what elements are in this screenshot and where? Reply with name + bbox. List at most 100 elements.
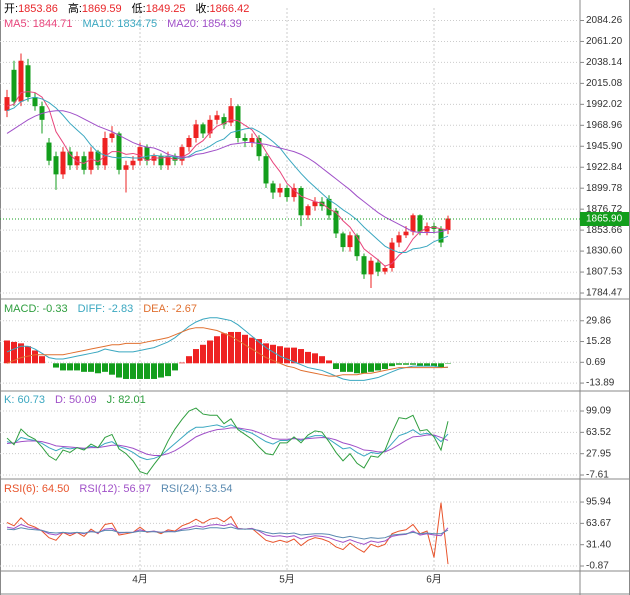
macd-bar xyxy=(165,363,171,377)
candle-body xyxy=(88,151,94,170)
candle-body xyxy=(368,260,374,275)
y-tick-label: 2061.20 xyxy=(586,36,623,47)
candle-body xyxy=(298,188,304,216)
y-tick-label: 99.09 xyxy=(586,406,611,417)
macd-bar xyxy=(326,360,332,364)
line xyxy=(6,96,449,254)
ohlc-value: 1853.86 xyxy=(18,3,58,15)
macd-bar xyxy=(158,363,164,378)
macd-bar xyxy=(144,363,150,379)
macd-bar xyxy=(263,343,269,364)
candle-body xyxy=(193,124,199,138)
macd-bar xyxy=(298,349,304,364)
ohlc-header: 开: 1853.86 高: 1869.59 低: 1849.25 收: 1866.42 xyxy=(4,3,249,16)
candle-body xyxy=(410,215,416,232)
ohlc-value: 1849.25 xyxy=(145,3,186,15)
line xyxy=(6,91,449,267)
macd-bar xyxy=(347,363,353,372)
y-tick-label: 1853.66 xyxy=(586,225,623,236)
ohlc-item: 低: 1849.25 xyxy=(132,3,186,16)
y-tick-label: 15.28 xyxy=(586,336,611,347)
macd-bar xyxy=(95,363,101,374)
legend-item: MA20: 1854.39 xyxy=(167,18,242,30)
macd-bar xyxy=(424,363,430,367)
candle-body xyxy=(60,151,66,175)
candle-body xyxy=(4,97,10,111)
candle-body xyxy=(354,235,360,257)
candle-body xyxy=(53,156,59,175)
candle-body xyxy=(249,138,255,143)
macd-bar xyxy=(382,363,388,369)
macd-bar xyxy=(277,346,283,364)
ohlc-label: 低: xyxy=(131,3,146,15)
ohlc-label: 开: xyxy=(4,3,19,15)
candle-body xyxy=(109,133,115,138)
macd-bar xyxy=(284,347,290,364)
macd-bar xyxy=(235,331,241,364)
candle-body xyxy=(186,138,192,148)
macd-bar xyxy=(18,343,24,364)
macd-bar xyxy=(53,363,59,368)
legend-item: RSI(12): 56.97 xyxy=(79,483,151,495)
macd-bar xyxy=(11,341,17,364)
macd-bar xyxy=(200,344,206,364)
last-price-label: 1865.90 xyxy=(586,214,623,225)
macd-bar xyxy=(242,334,248,364)
macd-bar xyxy=(186,356,192,364)
macd-bar xyxy=(333,363,339,369)
candle-body xyxy=(102,138,108,166)
macd-bar xyxy=(116,363,122,378)
pane-marks xyxy=(4,317,451,381)
line xyxy=(6,526,449,540)
candle-body xyxy=(179,147,185,161)
y-tick-label: 1784.47 xyxy=(586,288,623,299)
macd-bar xyxy=(256,339,262,364)
candle-body xyxy=(214,115,220,120)
candle-body xyxy=(396,235,402,243)
macd-bar xyxy=(389,363,395,367)
macd-bar xyxy=(291,347,297,364)
y-tick-label: 1899.78 xyxy=(586,183,623,194)
legend: K: 60.73 D: 50.09 J: 82.01 xyxy=(4,394,146,407)
y-tick-label: 0.69 xyxy=(586,357,606,368)
candle-body xyxy=(417,215,423,232)
y-tick-label: 1968.96 xyxy=(586,120,623,131)
ohlc-value: 1869.59 xyxy=(81,3,122,15)
candle-body xyxy=(228,106,234,123)
last-price-box xyxy=(580,212,629,226)
candle-body xyxy=(123,165,129,170)
y-tick-label: 29.86 xyxy=(586,315,611,326)
macd-bar xyxy=(151,363,157,379)
legend-item: K: 60.73 xyxy=(4,394,45,406)
candle-body xyxy=(333,210,339,234)
candle-body xyxy=(326,198,332,216)
candle-body xyxy=(25,65,31,98)
macd-bar xyxy=(67,363,73,371)
y-tick-label: 63.67 xyxy=(586,518,611,529)
macd-bar xyxy=(102,363,108,372)
macd-bar xyxy=(109,363,115,375)
macd-bar xyxy=(221,333,227,364)
candle-body xyxy=(130,160,136,166)
candle-body xyxy=(95,151,101,166)
candle-body xyxy=(291,188,297,198)
y-tick-label: 95.94 xyxy=(586,497,611,508)
candle-body xyxy=(340,233,346,248)
macd-bar xyxy=(25,346,31,364)
y-tick-label: 1830.60 xyxy=(586,246,623,257)
legend-item: RSI(24): 53.54 xyxy=(160,483,233,495)
x-tick-label: 5月 xyxy=(279,574,295,586)
candle-body xyxy=(207,119,213,134)
macd-bar xyxy=(228,331,234,364)
x-tick-label: 4月 xyxy=(132,574,148,586)
y-tick-label: -7.61 xyxy=(586,470,609,481)
macd-bar xyxy=(410,363,416,365)
y-tick-label: 1876.72 xyxy=(586,204,623,215)
macd-bar xyxy=(396,363,402,365)
line xyxy=(6,502,449,565)
y-tick-label: 2084.26 xyxy=(586,15,623,26)
y-tick-label: 1945.90 xyxy=(586,141,623,152)
candle-body xyxy=(256,138,262,157)
legend: RSI(6): 64.50 RSI(12): 56.97 RSI(24): 53.5… xyxy=(4,483,233,496)
